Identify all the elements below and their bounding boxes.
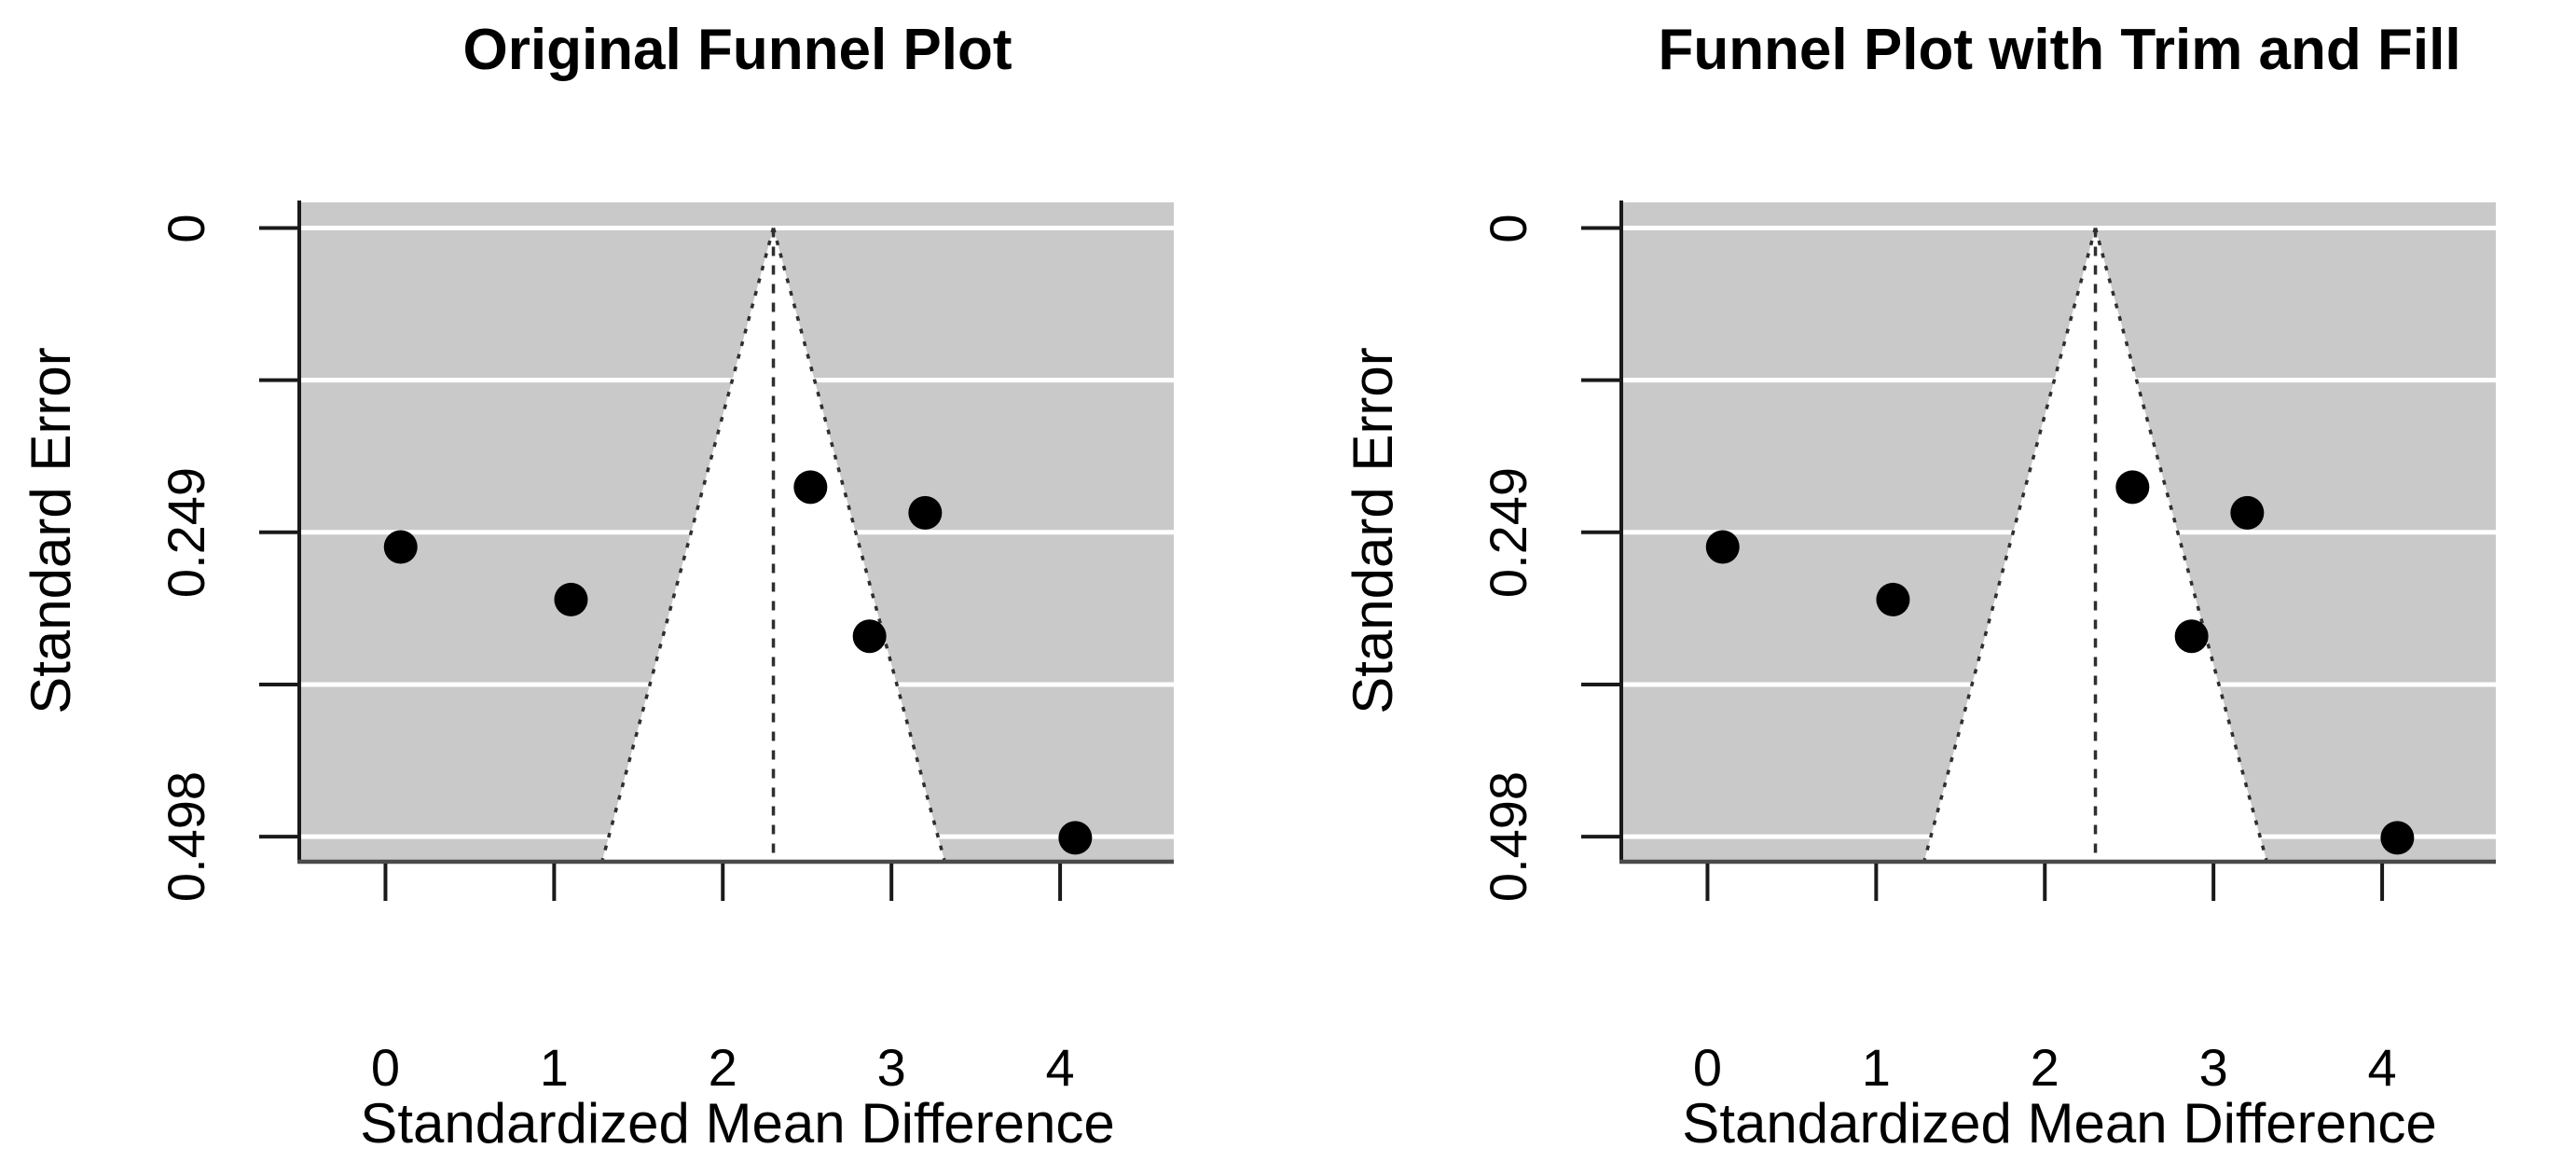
- y-tick-label: 0: [1479, 213, 1537, 243]
- y-tick-label: 0.498: [157, 771, 215, 903]
- x-tick-label: 1: [1861, 1038, 1891, 1097]
- x-tick-label: 2: [708, 1038, 737, 1097]
- funnel-region: [602, 228, 944, 861]
- y-tick-label: 0.249: [157, 466, 215, 598]
- data-point: [383, 530, 418, 564]
- data-point: [908, 495, 943, 530]
- left-y-axis-label: Standard Error: [20, 347, 82, 714]
- data-point: [2230, 495, 2265, 530]
- right-plot-title: Funnel Plot with Trim and Fill: [1658, 18, 2461, 82]
- data-point: [1876, 582, 1910, 616]
- funnel-panel: [259, 201, 1174, 901]
- data-point: [2380, 821, 2415, 855]
- data-point: [793, 470, 828, 505]
- data-point: [852, 619, 887, 654]
- data-point: [2174, 619, 2209, 654]
- data-point: [2115, 470, 2150, 505]
- x-tick-label: 4: [2367, 1038, 2397, 1097]
- y-tick-label: 0.498: [1479, 771, 1537, 903]
- x-tick-label: 0: [1692, 1038, 1723, 1097]
- left-x-axis-label: Standardized Mean Difference: [360, 1092, 1115, 1155]
- funnel-edge-left: [600, 228, 776, 861]
- funnel-panel: [1581, 201, 2496, 901]
- funnel-edge-right: [2093, 228, 2268, 861]
- left-plot-title: Original Funnel Plot: [462, 18, 1012, 82]
- funnel-region: [1924, 228, 2266, 861]
- x-tick-label: 4: [1045, 1038, 1075, 1097]
- x-tick-label: 3: [876, 1038, 906, 1097]
- right-x-axis-label: Standardized Mean Difference: [1682, 1092, 2437, 1155]
- right-y-axis-label: Standard Error: [1342, 347, 1404, 714]
- x-tick-label: 1: [539, 1038, 569, 1097]
- x-tick-label: 3: [2198, 1038, 2228, 1097]
- funnel-edge-left: [1922, 228, 2098, 861]
- data-point: [554, 582, 588, 616]
- data-point: [1058, 821, 1093, 855]
- funnel-edge-right: [771, 228, 946, 861]
- y-tick-label: 0: [157, 213, 215, 243]
- y-tick-label: 0.249: [1479, 466, 1537, 598]
- data-point: [1705, 530, 1740, 564]
- x-tick-label: 0: [370, 1038, 401, 1097]
- x-tick-label: 2: [2030, 1038, 2059, 1097]
